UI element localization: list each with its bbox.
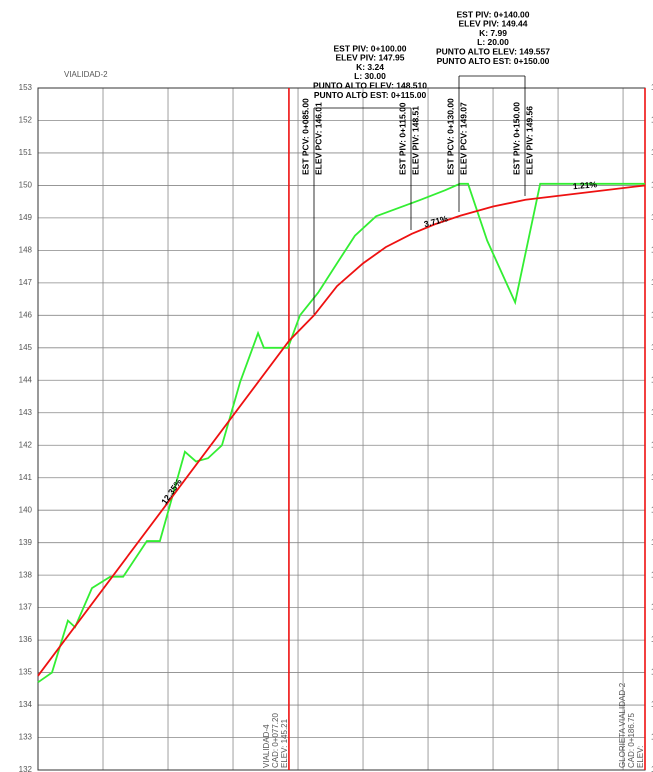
piv-label: L: 20.00 — [477, 37, 509, 47]
y-tick-label: 149 — [651, 213, 653, 222]
y-tick-label: 139 — [19, 538, 33, 547]
curve-label: EST PCV: 0+130.00 — [445, 98, 455, 175]
profile-line — [37, 184, 646, 677]
y-tick-label: 144 — [651, 375, 653, 384]
y-tick-label: 142 — [19, 440, 33, 449]
y-tick-label: 143 — [651, 408, 653, 417]
piv-label: K: 7.99 — [479, 28, 507, 38]
y-tick-label: 132 — [651, 765, 653, 772]
y-tick-label: 152 — [651, 116, 653, 125]
curve-label: ELEV PIV: 148.51 — [410, 106, 420, 175]
y-tick-label: 141 — [19, 473, 33, 482]
y-tick-label: 144 — [19, 375, 33, 384]
y-tick-label: 151 — [651, 148, 653, 157]
piv-label: EST PIV: 0+100.00 — [333, 43, 406, 53]
y-tick-label: 146 — [651, 310, 653, 319]
piv-label: PUNTO ALTO EST: 0+150.00 — [437, 56, 550, 66]
y-tick-label: 150 — [651, 181, 653, 190]
curve-label: EST PIV: 0+115.00 — [397, 102, 407, 175]
y-tick-label: 148 — [651, 245, 653, 254]
piv-label: PUNTO ALTO EST: 0+115.00 — [314, 90, 427, 100]
piv-label: EST PIV: 0+140.00 — [456, 9, 529, 19]
station-label: CAD: 0+186.75 — [627, 713, 636, 768]
y-tick-label: 150 — [19, 181, 33, 190]
y-tick-label: 149 — [19, 213, 33, 222]
y-tick-label: 133 — [651, 733, 653, 742]
y-tick-label: 148 — [19, 245, 33, 254]
station-label: ELEV: — [636, 746, 645, 768]
y-tick-label: 143 — [19, 408, 33, 417]
piv-label: ELEV PIV: 147.95 — [336, 53, 405, 63]
station-label: ELEV: 145.21 — [280, 718, 289, 768]
y-tick-label: 152 — [19, 116, 33, 125]
curve-label: ELEV PCV: 149.07 — [458, 102, 468, 175]
curve-label: EST PCV: 0+085.00 — [300, 98, 310, 175]
y-tick-label: 151 — [19, 148, 33, 157]
chart-title: VIALIDAD-2 — [64, 70, 108, 79]
station-label: GLORIETA VIALIDAD-2 — [618, 682, 627, 768]
station-label: CAD: 0+077.20 — [271, 713, 280, 768]
curve-label: ELEV PIV: 149.56 — [524, 106, 534, 175]
y-tick-label: 136 — [651, 635, 653, 644]
piv-label: PUNTO ALTO ELEV: 148.510 — [313, 80, 427, 90]
piv-label: K: 3.24 — [356, 62, 384, 72]
plot-frame — [37, 87, 646, 771]
y-tick-label: 147 — [19, 278, 33, 287]
curve-label: EST PIV: 0+150.00 — [511, 102, 521, 175]
y-tick-label: 137 — [651, 603, 653, 612]
y-tick-label: 138 — [651, 570, 653, 579]
y-tick-label: 145 — [19, 343, 33, 352]
y-tick-label: 139 — [651, 538, 653, 547]
y-tick-label: 153 — [19, 83, 33, 92]
y-tick-label: 134 — [19, 700, 33, 709]
y-tick-label: 142 — [651, 440, 653, 449]
y-tick-label: 146 — [19, 310, 33, 319]
y-tick-label: 136 — [19, 635, 33, 644]
grade-label: 1.21% — [572, 179, 597, 191]
profile-line — [37, 182, 645, 684]
piv-label: PUNTO ALTO ELEV: 149.557 — [436, 46, 550, 56]
piv-label: L: 30.00 — [354, 71, 386, 81]
station-label: VIALIDAD-4 — [262, 724, 271, 768]
y-tick-label: 138 — [19, 570, 33, 579]
y-tick-label: 134 — [651, 700, 653, 709]
curve-label: ELEV PCV: 146.01 — [313, 102, 323, 175]
y-tick-label: 132 — [19, 765, 33, 772]
y-tick-label: 141 — [651, 473, 653, 482]
y-tick-label: 147 — [651, 278, 653, 287]
y-tick-label: 133 — [19, 733, 33, 742]
y-tick-label: 135 — [651, 668, 653, 677]
y-tick-label: 135 — [19, 668, 33, 677]
grade-label: 3.71% — [423, 213, 449, 229]
y-tick-label: 140 — [651, 505, 653, 514]
y-tick-label: 153 — [651, 83, 653, 92]
y-tick-label: 145 — [651, 343, 653, 352]
y-tick-label: 140 — [19, 505, 33, 514]
piv-label: ELEV PIV: 149.44 — [459, 19, 528, 29]
y-tick-label: 137 — [19, 603, 33, 612]
